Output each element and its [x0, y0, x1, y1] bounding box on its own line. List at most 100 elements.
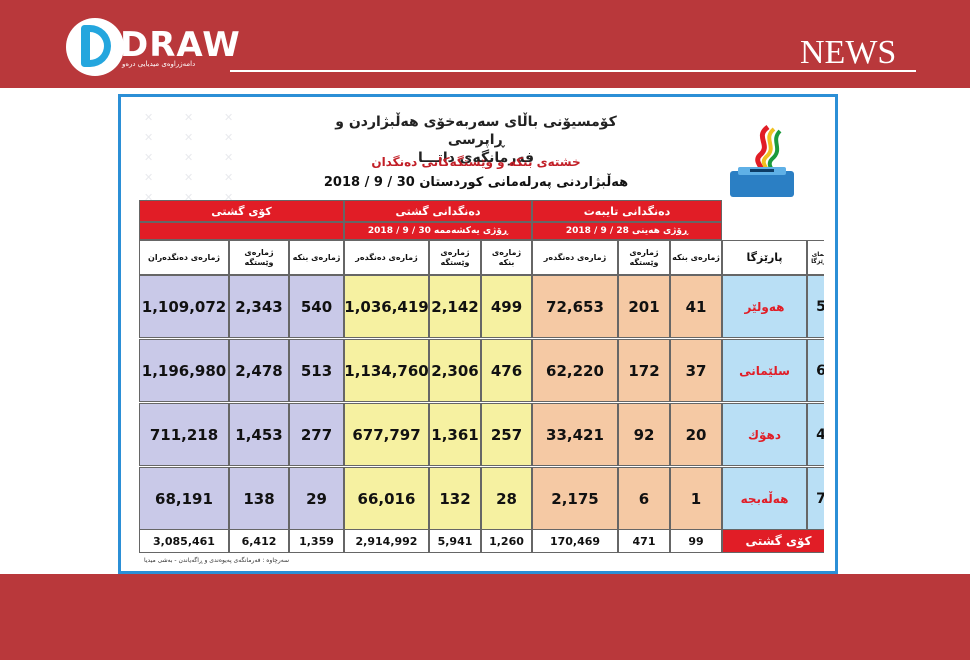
table-row-cell-t-stations: 1,453 — [229, 403, 289, 466]
table-row-cell-province: هەڵەبجە — [722, 467, 807, 530]
watermark-mark: ✕ — [184, 131, 194, 144]
table-row-cell-t-stations: 2,478 — [229, 339, 289, 402]
watermark-mark: ✕ — [144, 131, 154, 144]
total-row-f-stations: 471 — [618, 529, 670, 553]
table-row-cell-g-centers: 476 — [481, 339, 532, 402]
table-row-cell-code: 6 — [807, 339, 824, 402]
table-row-cell-f-centers: 37 — [670, 339, 722, 402]
table-row-cell-g-centers: 257 — [481, 403, 532, 466]
total-row-label: کۆی گشتی — [722, 529, 824, 553]
commission-title: کۆمسیۆنی باڵای سەربەخۆی هەڵبژاردن و ڕاپر… — [306, 113, 646, 167]
table-row-cell-t-voters: 1,196,980 — [139, 339, 229, 402]
total-row-t-centers: 1,359 — [289, 529, 344, 553]
col-header-total-stations: ژمارەی وێستگە — [229, 240, 289, 275]
logo-d-mark — [81, 25, 111, 67]
total-row-t-voters: 3,085,461 — [139, 529, 229, 553]
group-date-general: ڕۆژی یەکشەممە 30 / 9 / 2018 — [344, 222, 532, 240]
table-row-cell-g-voters: 66,016 — [344, 467, 429, 530]
table-row-cell-t-centers: 29 — [289, 467, 344, 530]
total-row-f-centers: 99 — [670, 529, 722, 553]
logo-subtitle: دامەزراوەی میدیایی درەو — [122, 60, 196, 68]
table-row-cell-t-stations: 2,343 — [229, 275, 289, 338]
table-row-cell-code: 7 — [807, 467, 824, 530]
table-row-cell-g-voters: 677,797 — [344, 403, 429, 466]
watermark-mark: ✕ — [184, 111, 194, 124]
watermark-mark: ✕ — [184, 171, 194, 184]
total-row-g-centers: 1,260 — [481, 529, 532, 553]
infographic: ✕ ✕ ✕ ✕ ✕ ✕ ✕ ✕ ✕ ✕ ✕ ✕ ✕ ✕ ✕ کۆمسیۆنی باڵای سەربەخۆی … — [136, 105, 824, 567]
table-row-cell-f-stations: 6 — [618, 467, 670, 530]
table-row-cell-t-centers: 540 — [289, 275, 344, 338]
table-row-cell-f-voters: 62,220 — [532, 339, 618, 402]
table-row-cell-f-centers: 41 — [670, 275, 722, 338]
watermark-mark: ✕ — [224, 191, 234, 204]
source-note: سەرچاوە : فەرمانگەی پەیوەندی و ڕاگەیاندن… — [144, 557, 290, 564]
table-row-cell-f-voters: 2,175 — [532, 467, 618, 530]
group-header-total: کۆی گشتی — [139, 200, 344, 222]
col-header-general-centers: ژمارەی بنکە — [481, 240, 532, 275]
group-date-total — [139, 222, 344, 240]
group-header-general: دەنگدانی گشتی — [344, 200, 532, 222]
col-header-fixed-stations: ژمارەی وێستگە — [618, 240, 670, 275]
total-row-g-voters: 2,914,992 — [344, 529, 429, 553]
table-row-cell-f-stations: 201 — [618, 275, 670, 338]
table-row-cell-province: دهۆك — [722, 403, 807, 466]
table-row-cell-g-centers: 28 — [481, 467, 532, 530]
table-row-cell-g-voters: 1,036,419 — [344, 275, 429, 338]
col-header-general-stations: ژمارەی وێستگە — [429, 240, 481, 275]
title-line-2: فەرمانگەی داتـــا — [417, 150, 535, 166]
ballot-box-icon — [730, 124, 794, 197]
table-row-cell-code: 5 — [807, 275, 824, 338]
group-date-fixed: ڕۆژی هەینی 28 / 9 / 2018 — [532, 222, 722, 240]
table-row-cell-t-centers: 277 — [289, 403, 344, 466]
logo-text: DRAW — [120, 25, 241, 65]
table-row-cell-g-stations: 2,306 — [429, 339, 481, 402]
table-row-cell-t-centers: 513 — [289, 339, 344, 402]
table-row-cell-f-stations: 172 — [618, 339, 670, 402]
title-line-1: کۆمسیۆنی باڵای سەربەخۆی هەڵبژاردن و ڕاپر… — [335, 114, 617, 148]
total-row-f-voters: 170,469 — [532, 529, 618, 553]
watermark-mark: ✕ — [184, 151, 194, 164]
table-row-cell-g-centers: 499 — [481, 275, 532, 338]
watermark-mark: ✕ — [224, 131, 234, 144]
table-row-cell-f-voters: 72,653 — [532, 275, 618, 338]
table-row-cell-f-voters: 33,421 — [532, 403, 618, 466]
col-header-fixed-voters: ژمارەی دەنگدەر — [532, 240, 618, 275]
col-header-total-voters: ژمارەی دەنگدەران — [139, 240, 229, 275]
bottom-banner — [0, 574, 970, 660]
col-header-code: هێمای پارێزگا — [807, 240, 824, 275]
col-header-general-voters: ژمارەی دەنگدەر — [344, 240, 429, 275]
table-row-cell-t-voters: 68,191 — [139, 467, 229, 530]
watermark-mark: ✕ — [184, 191, 194, 204]
col-header-fixed-centers: ژمارەی بنکە — [670, 240, 722, 275]
table-row-cell-g-stations: 2,142 — [429, 275, 481, 338]
table-row-cell-g-voters: 1,134,760 — [344, 339, 429, 402]
watermark-mark: ✕ — [144, 111, 154, 124]
watermark-mark: ✕ — [224, 151, 234, 164]
top-banner — [0, 0, 970, 88]
table-row-cell-f-centers: 1 — [670, 467, 722, 530]
table-row-cell-code: 4 — [807, 403, 824, 466]
watermark-mark: ✕ — [144, 171, 154, 184]
infographic-frame: ✕ ✕ ✕ ✕ ✕ ✕ ✕ ✕ ✕ ✕ ✕ ✕ ✕ ✕ ✕ کۆمسیۆنی باڵای سەربەخۆی … — [118, 94, 838, 574]
col-header-total-centers: ژمارەی بنکە — [289, 240, 344, 275]
news-underline — [230, 70, 916, 72]
table-row-cell-t-voters: 1,109,072 — [139, 275, 229, 338]
watermark-mark: ✕ — [144, 151, 154, 164]
table-row-cell-t-stations: 138 — [229, 467, 289, 530]
table-row-cell-f-centers: 20 — [670, 403, 722, 466]
col-header-province: پارێزگا — [722, 240, 807, 275]
total-row-t-stations: 6,412 — [229, 529, 289, 553]
table-row-cell-g-stations: 1,361 — [429, 403, 481, 466]
watermark-mark: ✕ — [144, 191, 154, 204]
table-row-cell-g-stations: 132 — [429, 467, 481, 530]
watermark-mark: ✕ — [224, 171, 234, 184]
election-date: هەڵبژاردنی پەرلەمانی کوردستان 30 / 9 / 2… — [323, 175, 629, 190]
news-label: NEWS — [800, 34, 897, 71]
table-row-cell-t-voters: 711,218 — [139, 403, 229, 466]
table-row-cell-province: هەولێر — [722, 275, 807, 338]
watermark-mark: ✕ — [224, 111, 234, 124]
table-subtitle: خشتەی بنکە و وێستگەکانی دەنگدان — [371, 155, 581, 169]
table-row-cell-province: سلێمانی — [722, 339, 807, 402]
table-row-cell-f-stations: 92 — [618, 403, 670, 466]
